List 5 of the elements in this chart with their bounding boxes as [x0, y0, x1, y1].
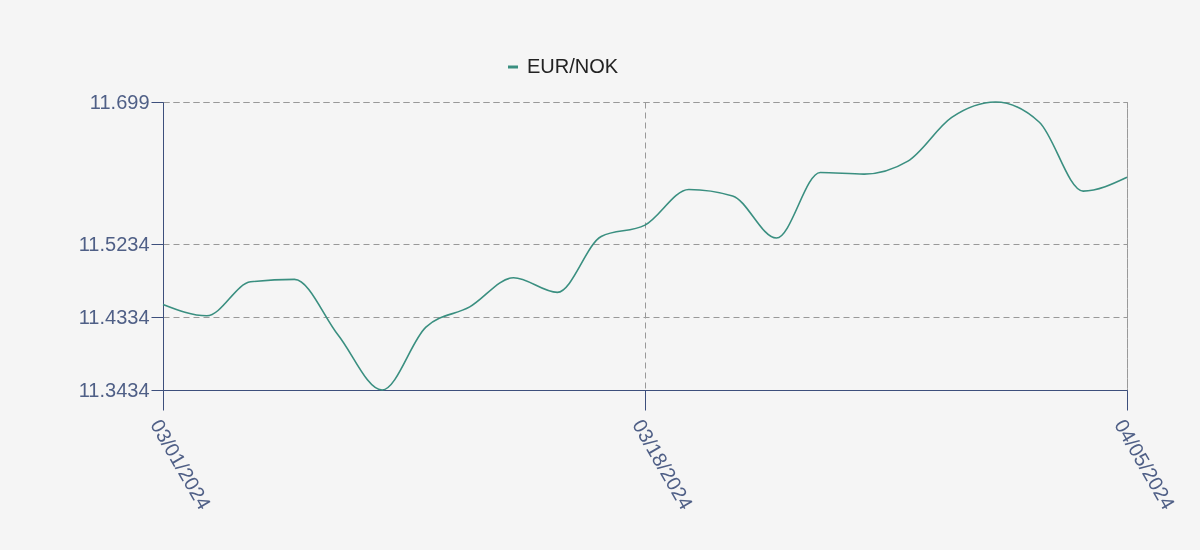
y-tick-label: 11.5234 — [78, 232, 150, 255]
y-tick-label: 11.699 — [89, 90, 150, 113]
legend-label: EUR/NOK — [527, 55, 619, 77]
y-tick-label: 11.4334 — [78, 305, 150, 328]
y-tick-label: 11.3434 — [78, 378, 150, 401]
